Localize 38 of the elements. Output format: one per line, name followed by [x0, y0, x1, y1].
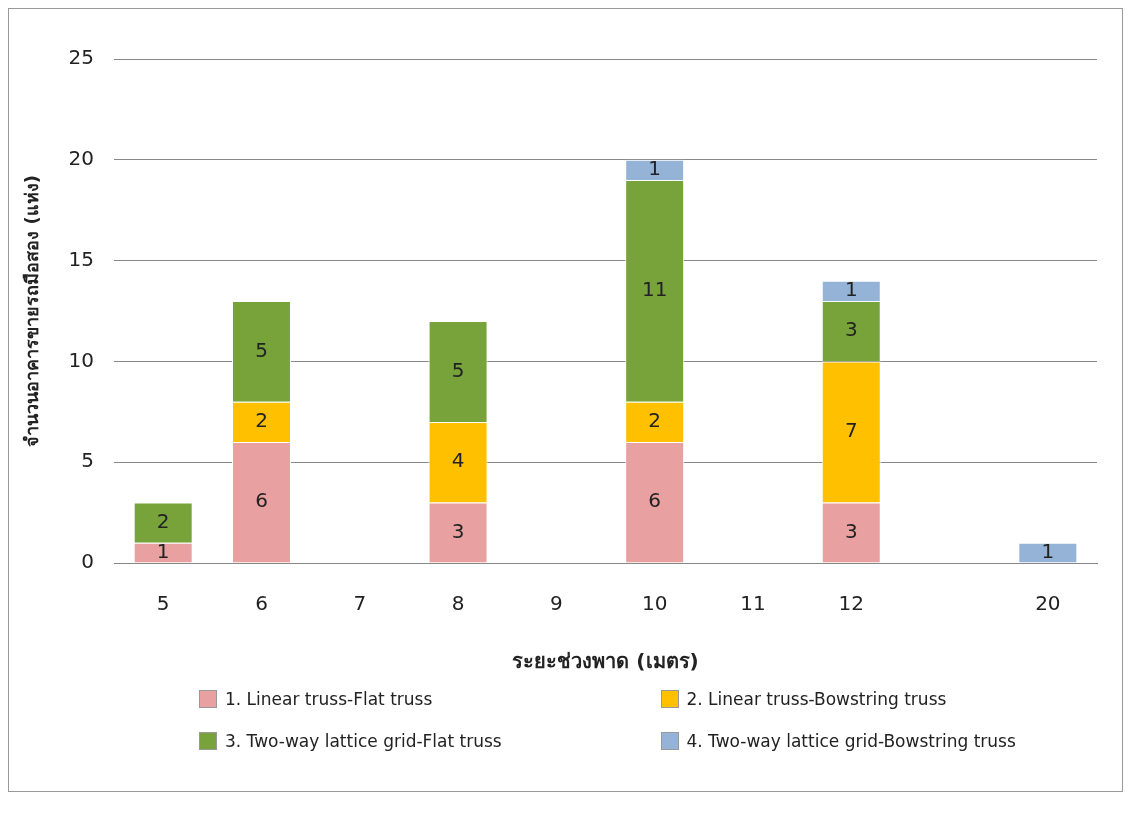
- y-axis-title: จำนวนอาคารขายรถมือสอง (แห่ง): [21, 175, 43, 447]
- data-label: 1: [156, 538, 170, 563]
- y-tick-label: 5: [81, 448, 95, 473]
- data-label: 4: [451, 448, 465, 473]
- data-label: 5: [451, 357, 465, 382]
- data-label: 7: [844, 418, 858, 443]
- x-tick-label: 10: [641, 591, 668, 616]
- data-label: 1: [648, 156, 662, 181]
- legend-label: 3. Two-way lattice grid-Flat truss: [225, 731, 502, 751]
- x-tick-label: 11: [740, 591, 766, 616]
- x-tick-label: 7: [353, 591, 367, 616]
- y-tick-label: 0: [81, 549, 95, 574]
- x-tick-label: 6: [255, 591, 268, 616]
- x-tick-label: 12: [838, 591, 864, 616]
- x-tick-label: 20: [1035, 591, 1061, 616]
- y-tick-label: 25: [68, 45, 95, 70]
- data-label: 2: [255, 408, 268, 433]
- data-label: 2: [648, 408, 662, 433]
- data-label: 2: [156, 508, 170, 533]
- legend-label: 4. Two-way lattice grid-Bowstring truss: [686, 731, 1016, 751]
- data-label: 3: [844, 317, 858, 342]
- y-tick-label: 20: [68, 146, 95, 170]
- data-label: 1: [1041, 538, 1055, 563]
- x-tick-label: 8: [451, 591, 465, 616]
- data-label: 6: [648, 488, 662, 513]
- data-label: 6: [255, 488, 268, 513]
- data-label: 11: [641, 277, 668, 302]
- data-label: 5: [255, 337, 268, 362]
- legend-label: 2. Linear truss-Bowstring truss: [686, 689, 947, 709]
- x-tick-label: 5: [156, 591, 170, 616]
- y-tick-label: 10: [68, 347, 95, 372]
- data-label: 3: [451, 518, 465, 543]
- data-label: 1: [844, 277, 858, 302]
- y-tick-label: 15: [68, 246, 95, 271]
- x-axis-title: ระยะช่วงพาด (เมตร): [512, 649, 699, 674]
- x-tick-label: 9: [550, 591, 563, 616]
- data-label: 3: [844, 518, 858, 543]
- legend-label: 1. Linear truss-Flat truss: [225, 689, 433, 709]
